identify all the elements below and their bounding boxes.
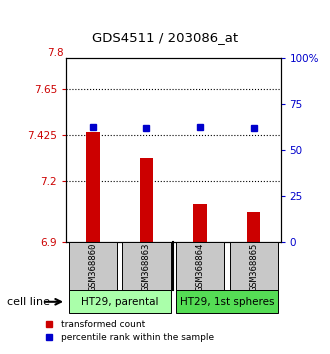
Text: GSM368864: GSM368864 xyxy=(196,242,205,291)
Bar xyxy=(193,204,207,242)
Bar xyxy=(230,242,278,290)
Text: GSM368860: GSM368860 xyxy=(88,242,97,291)
Bar xyxy=(69,242,117,290)
Text: HT29, parental: HT29, parental xyxy=(81,297,158,307)
Legend: transformed count, percentile rank within the sample: transformed count, percentile rank withi… xyxy=(36,316,218,346)
Bar xyxy=(176,290,278,313)
Text: GSM368863: GSM368863 xyxy=(142,242,151,291)
Text: 7.8: 7.8 xyxy=(47,48,64,58)
Text: GSM368865: GSM368865 xyxy=(249,242,258,291)
Bar xyxy=(122,242,171,290)
Bar xyxy=(86,132,100,242)
Bar xyxy=(69,290,171,313)
Bar xyxy=(247,212,260,242)
Text: cell line: cell line xyxy=(7,297,50,307)
Bar xyxy=(140,158,153,242)
Text: HT29, 1st spheres: HT29, 1st spheres xyxy=(180,297,274,307)
Text: GDS4511 / 203086_at: GDS4511 / 203086_at xyxy=(92,31,238,44)
Bar xyxy=(176,242,224,290)
